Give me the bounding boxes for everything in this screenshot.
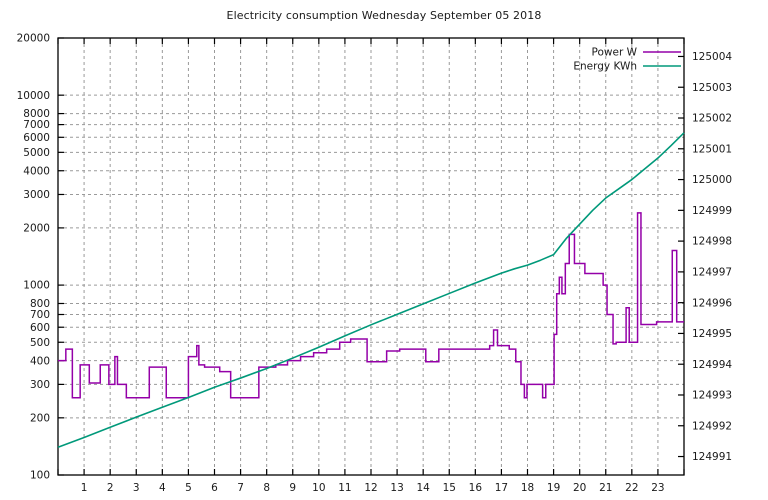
ytick-label-left: 600: [30, 322, 50, 334]
xtick-label: 15: [443, 482, 456, 494]
xtick-label: 11: [338, 482, 351, 494]
ytick-label-right: 124997: [692, 266, 732, 278]
plot-frame: [57, 37, 685, 476]
xtick-label: 8: [263, 482, 270, 494]
ytick-label-right: 124996: [692, 297, 732, 309]
xtick-label: 5: [185, 482, 192, 494]
ytick-label-left: 800: [30, 298, 50, 310]
xtick-label: 21: [599, 482, 612, 494]
xtick-label: 19: [547, 482, 560, 494]
ytick-label-left: 5000: [23, 147, 50, 159]
xtick-label: 6: [211, 482, 218, 494]
ytick-label-left: 700: [30, 309, 50, 321]
ytick-label-left: 6000: [23, 132, 50, 144]
ytick-label-left: 7000: [23, 119, 50, 131]
ytick-label-left: 4000: [23, 165, 50, 177]
xtick-label: 3: [133, 482, 140, 494]
ytick-label-right: 124995: [692, 328, 732, 340]
xtick-label: 23: [651, 482, 664, 494]
ytick-label-left: 2000: [23, 223, 50, 235]
ytick-label-right: 124998: [692, 236, 732, 248]
xtick-label: 17: [495, 482, 508, 494]
ytick-label-right: 124991: [692, 451, 732, 463]
xtick-label: 22: [625, 482, 638, 494]
ytick-label-left: 20000: [17, 33, 50, 45]
xtick-label: 12: [364, 482, 377, 494]
xtick-label: 10: [312, 482, 325, 494]
xtick-label: 16: [469, 482, 483, 494]
ytick-label-right: 124992: [692, 420, 732, 432]
ytick-label-left: 10000: [17, 90, 50, 102]
ytick-label-right: 124999: [692, 205, 732, 217]
ytick-label-left: 8000: [23, 108, 50, 120]
legend-label-energy: Energy KWh: [573, 61, 637, 73]
ytick-label-right: 124993: [692, 390, 732, 402]
ytick-label-left: 400: [30, 355, 50, 367]
legend-label-power: Power W: [592, 47, 638, 59]
ytick-label-right: 125004: [692, 51, 732, 63]
xtick-label: 2: [107, 482, 114, 494]
xtick-label: 4: [159, 482, 166, 494]
series-line-power: [58, 212, 684, 399]
ytick-label-right: 125002: [692, 113, 732, 125]
ytick-label-left: 200: [30, 412, 50, 424]
xtick-label: 20: [573, 482, 586, 494]
ytick-label-left: 500: [30, 337, 50, 349]
ytick-label-left: 100: [30, 470, 50, 482]
xtick-label: 13: [390, 482, 403, 494]
series-line-energy: [57, 132, 685, 449]
xtick-label: 14: [416, 482, 430, 494]
chart-title: Electricity consumption Wednesday Septem…: [226, 9, 542, 22]
ytick-label-right: 124994: [692, 359, 732, 371]
ytick-label-right: 125003: [692, 82, 732, 94]
ytick-label-right: 125001: [692, 143, 732, 155]
xtick-label: 18: [521, 482, 534, 494]
xtick-label: 7: [237, 482, 244, 494]
ytick-label-left: 1000: [23, 280, 50, 292]
ytick-label-left: 300: [30, 379, 50, 391]
xtick-label: 1: [81, 482, 88, 494]
xtick-label: 9: [289, 482, 296, 494]
ytick-label-right: 125000: [692, 174, 732, 186]
ytick-label-left: 3000: [23, 189, 50, 201]
